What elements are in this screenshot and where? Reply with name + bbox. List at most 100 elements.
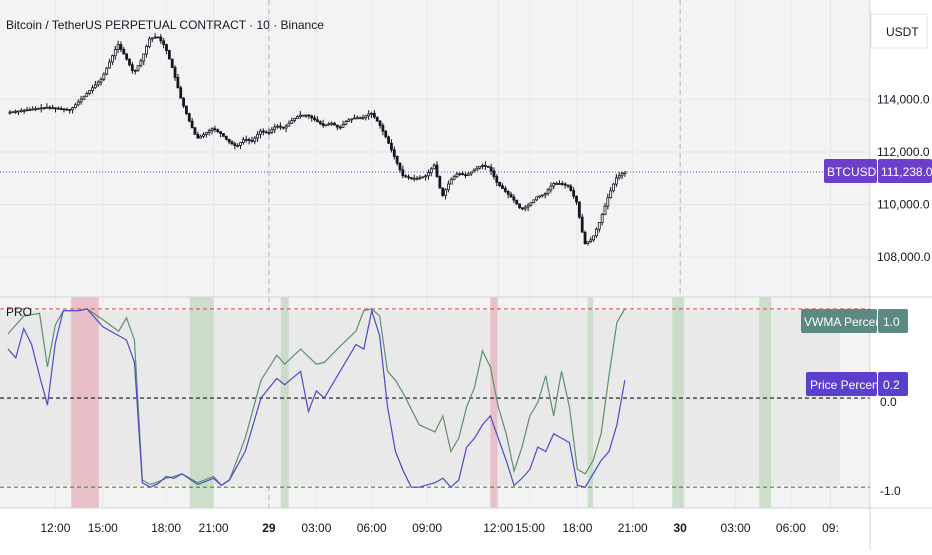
candle-body	[569, 185, 573, 191]
candle-body	[298, 114, 302, 117]
candle-body	[370, 112, 373, 115]
symbol-price-tag[interactable]: BTCUSDT.P 111,238.0	[824, 159, 932, 183]
green-zone	[672, 297, 685, 508]
price-percentile-tag[interactable]: Price Percentile 0.2	[806, 372, 908, 396]
candle-body	[560, 183, 564, 185]
price-value-label: 0.2	[883, 378, 900, 392]
candle-body	[193, 127, 197, 135]
candle-body	[435, 164, 439, 177]
candle-body	[165, 44, 168, 51]
candle-body	[529, 202, 533, 206]
time-tick-label: 18:00	[151, 521, 181, 535]
candle-body	[475, 167, 479, 171]
candle-body	[614, 177, 618, 185]
candle-body	[301, 114, 305, 117]
candle-body	[333, 122, 336, 126]
candle-body	[105, 67, 109, 75]
candle-body	[532, 199, 536, 204]
candle-body	[546, 189, 550, 195]
candle-body	[213, 128, 217, 131]
candle-body	[503, 188, 507, 192]
candle-body	[438, 176, 442, 189]
candle-body	[441, 187, 445, 196]
candle-body	[304, 114, 308, 117]
indicator-name: PRO	[6, 305, 32, 319]
candle-body	[261, 130, 265, 133]
candle-body	[39, 107, 43, 110]
candle-body	[424, 175, 428, 178]
candle-body	[478, 165, 482, 169]
candle-body	[526, 204, 530, 208]
candle-body	[204, 132, 208, 135]
candle-body	[577, 201, 581, 218]
candle-body	[116, 44, 120, 50]
green-zone	[189, 297, 214, 508]
symbol-tag-label: BTCUSDT.P	[827, 165, 894, 179]
candle-body	[381, 125, 385, 132]
candle-body	[276, 125, 279, 128]
candle-body	[509, 193, 513, 198]
candle-body	[432, 164, 436, 170]
candle-body	[492, 170, 496, 177]
candle-body	[592, 235, 595, 241]
chart-title: Bitcoin / TetherUS PERPETUAL CONTRACT · …	[6, 18, 324, 32]
candle-body	[19, 110, 23, 112]
candle-body	[538, 195, 541, 198]
candle-body	[620, 173, 624, 177]
candle-body	[367, 113, 371, 117]
candle-body	[521, 207, 524, 210]
candle-body	[176, 76, 180, 89]
vwma-value-label: 1.0	[883, 315, 900, 329]
time-tick-label: 12:00	[40, 521, 70, 535]
indicator-lines[interactable]	[0, 308, 870, 489]
candle-body	[290, 119, 294, 124]
candle-body	[247, 139, 251, 141]
candle-body	[415, 177, 419, 180]
candle-body	[54, 107, 57, 110]
candle-body	[464, 174, 467, 176]
candle-body	[56, 107, 60, 110]
candle-body	[34, 108, 37, 111]
candle-body	[45, 106, 49, 109]
currency-button[interactable]: USDT	[870, 13, 928, 49]
price-percentile-line[interactable]	[7, 308, 626, 489]
candle-body	[358, 117, 362, 120]
candle-body	[264, 131, 268, 134]
candle-body	[111, 55, 114, 63]
candle-body	[623, 171, 627, 174]
candle-body	[22, 109, 26, 112]
candle-body	[102, 73, 106, 80]
candle-body	[284, 125, 288, 129]
candle-body	[472, 169, 476, 173]
candle-body	[202, 133, 205, 137]
vwma-percentile-line[interactable]	[7, 308, 626, 487]
candle-body	[153, 36, 157, 39]
price-tick-label: 114,000.0	[877, 92, 930, 106]
time-tick-label: 15:00	[515, 521, 545, 535]
candle-body	[409, 177, 413, 180]
candle-body	[313, 117, 316, 121]
candle-body	[341, 124, 345, 128]
time-tick-label: 18:00	[562, 521, 592, 535]
candle-body	[239, 142, 242, 146]
candle-body	[512, 196, 516, 201]
candle-body	[207, 130, 211, 133]
price-candles[interactable]	[0, 33, 870, 246]
candle-body	[572, 190, 576, 197]
candle-body	[361, 117, 365, 120]
candle-body	[449, 179, 453, 185]
candle-body	[25, 109, 29, 112]
candle-body	[392, 149, 396, 157]
vwma-percentile-tag[interactable]: VWMA Percentile 1.0	[801, 309, 908, 333]
candle-body	[495, 176, 499, 183]
candle-body	[427, 172, 430, 177]
candle-body	[287, 122, 291, 127]
candle-body	[552, 183, 556, 187]
candle-body	[489, 166, 493, 172]
candle-body	[170, 58, 174, 68]
candle-body	[148, 38, 151, 47]
candle-body	[353, 117, 356, 120]
candle-body	[227, 138, 231, 143]
